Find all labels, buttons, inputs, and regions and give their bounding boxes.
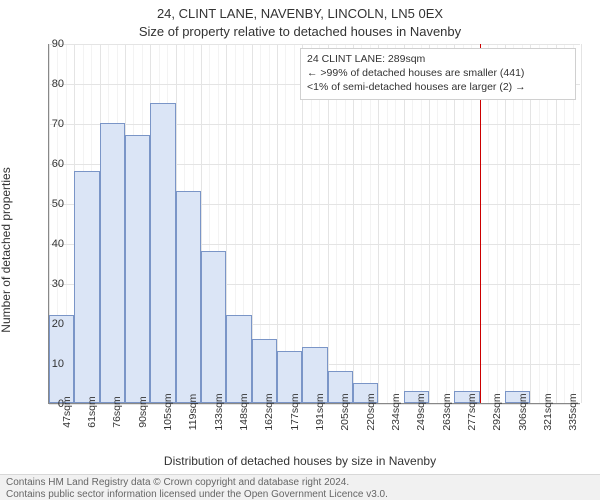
bar xyxy=(201,251,226,403)
gridline-v xyxy=(277,44,278,403)
bar xyxy=(125,135,150,403)
x-tick-label: 90sqm xyxy=(137,396,149,428)
bar xyxy=(150,103,175,403)
y-tick-label: 60 xyxy=(34,158,64,170)
x-tick-label: 47sqm xyxy=(61,396,73,428)
y-tick-label: 30 xyxy=(34,278,64,290)
bar xyxy=(74,171,99,403)
x-tick-label: 119sqm xyxy=(187,394,199,431)
x-tick-label: 306sqm xyxy=(517,393,529,430)
x-tick-label: 220sqm xyxy=(365,393,377,430)
bar xyxy=(100,123,125,403)
x-tick-label: 234sqm xyxy=(390,393,402,430)
x-tick-label: 133sqm xyxy=(213,393,225,430)
y-tick-label: 50 xyxy=(34,198,64,210)
y-tick-label: 90 xyxy=(34,38,64,50)
gridline-h xyxy=(49,124,580,125)
gridline-h xyxy=(49,44,580,45)
annotation-line: <1% of semi-detached houses are larger (… xyxy=(307,80,569,94)
y-tick-label: 40 xyxy=(34,238,64,250)
x-tick-label: 191sqm xyxy=(314,393,326,430)
x-tick-label: 277sqm xyxy=(466,393,478,430)
gridline-v xyxy=(285,44,286,403)
annotation-line: 24 CLINT LANE: 289sqm xyxy=(307,52,569,66)
bar xyxy=(176,191,201,403)
x-tick-label: 263sqm xyxy=(441,393,453,430)
y-tick-label: 10 xyxy=(34,358,64,370)
chart-annotation: 24 CLINT LANE: 289sqm ← >99% of detached… xyxy=(300,48,576,100)
y-tick-label: 80 xyxy=(34,78,64,90)
page-title: 24, CLINT LANE, NAVENBY, LINCOLN, LN5 0E… xyxy=(0,6,600,21)
x-tick-label: 205sqm xyxy=(339,393,351,430)
gridline-v xyxy=(581,44,582,403)
y-axis-label: Number of detached properties xyxy=(0,167,13,332)
footer-line: Contains public sector information licen… xyxy=(6,489,594,501)
x-tick-label: 162sqm xyxy=(263,393,275,430)
x-tick-label: 335sqm xyxy=(567,393,579,430)
y-tick-label: 0 xyxy=(34,398,64,410)
x-tick-label: 321sqm xyxy=(542,393,554,430)
y-tick-label: 20 xyxy=(34,318,64,330)
bar xyxy=(226,315,251,403)
x-tick-label: 249sqm xyxy=(415,393,427,430)
footer: Contains HM Land Registry data © Crown c… xyxy=(0,474,600,500)
gridline-v xyxy=(294,44,295,403)
footer-line: Contains HM Land Registry data © Crown c… xyxy=(6,477,594,489)
page-subtitle: Size of property relative to detached ho… xyxy=(0,24,600,39)
x-tick-label: 61sqm xyxy=(86,396,98,428)
x-axis-label: Distribution of detached houses by size … xyxy=(0,454,600,468)
annotation-line: ← >99% of detached houses are smaller (4… xyxy=(307,66,569,80)
x-tick-label: 292sqm xyxy=(491,393,503,430)
x-tick-label: 148sqm xyxy=(238,393,250,430)
x-tick-label: 105sqm xyxy=(162,393,174,430)
y-tick-label: 70 xyxy=(34,118,64,130)
x-tick-label: 76sqm xyxy=(111,396,123,428)
x-tick-label: 177sqm xyxy=(289,393,301,430)
